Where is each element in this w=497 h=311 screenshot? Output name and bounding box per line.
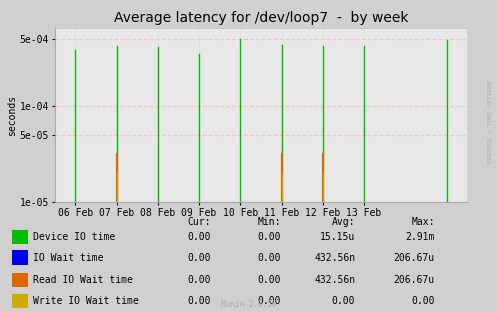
Title: Average latency for /dev/loop7  -  by week: Average latency for /dev/loop7 - by week (114, 12, 408, 26)
Bar (12, 273, 28, 287)
Text: Write IO Wait time: Write IO Wait time (33, 296, 139, 306)
Text: 0.00: 0.00 (188, 253, 211, 262)
Text: 0.00: 0.00 (332, 296, 355, 306)
Text: Read IO Wait time: Read IO Wait time (33, 275, 133, 285)
Text: Device IO time: Device IO time (33, 232, 115, 242)
Text: 206.67u: 206.67u (394, 253, 435, 262)
Text: 0.00: 0.00 (188, 275, 211, 285)
Bar (12, 230, 28, 244)
Text: 432.56n: 432.56n (314, 253, 355, 262)
Text: 0.00: 0.00 (257, 253, 281, 262)
Y-axis label: seconds: seconds (7, 95, 17, 136)
Text: 0.00: 0.00 (257, 296, 281, 306)
Bar (12, 294, 28, 308)
Text: 0.00: 0.00 (412, 296, 435, 306)
Text: Min:: Min: (257, 216, 281, 227)
Text: 0.00: 0.00 (188, 232, 211, 242)
Text: RRDTOOL / TOBI OETIKER: RRDTOOL / TOBI OETIKER (487, 80, 492, 163)
Bar (12, 250, 28, 265)
Text: Munin 2.0.56: Munin 2.0.56 (221, 300, 276, 309)
Text: 206.67u: 206.67u (394, 275, 435, 285)
Text: IO Wait time: IO Wait time (33, 253, 104, 262)
Text: Avg:: Avg: (332, 216, 355, 227)
Text: 0.00: 0.00 (188, 296, 211, 306)
Text: 15.15u: 15.15u (320, 232, 355, 242)
Text: Max:: Max: (412, 216, 435, 227)
Text: 0.00: 0.00 (257, 232, 281, 242)
Text: 0.00: 0.00 (257, 275, 281, 285)
Text: 432.56n: 432.56n (314, 275, 355, 285)
Text: Cur:: Cur: (188, 216, 211, 227)
Text: 2.91m: 2.91m (406, 232, 435, 242)
